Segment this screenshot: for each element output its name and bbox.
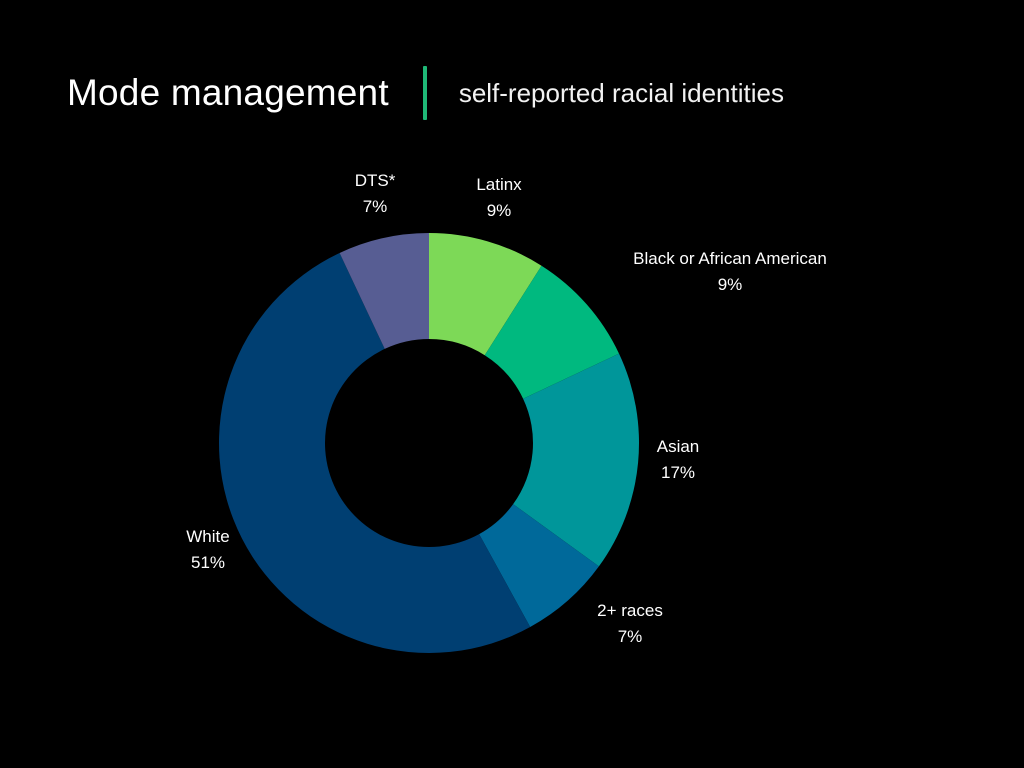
- slice-latinx: [429, 233, 542, 356]
- slice-label-value: 9%: [487, 201, 512, 220]
- slice-label: 2+ races 7%: [597, 601, 663, 646]
- slice-white: [219, 252, 531, 653]
- slice-label-value: 17%: [661, 463, 695, 482]
- slice-label: DTS* 7%: [355, 171, 396, 216]
- slide-title: Mode management: [67, 72, 389, 113]
- slide-subtitle: self-reported racial identities: [458, 77, 784, 108]
- slice-label-value: 7%: [363, 197, 388, 216]
- slice-label: Asian 17%: [657, 437, 700, 482]
- slice-labels: Latinx 9% Black or African American 9% Asian…: [186, 171, 827, 646]
- slice-label-value: 7%: [618, 627, 643, 646]
- slice-label-value: 9%: [718, 275, 743, 294]
- slice-label-name: Latinx: [476, 175, 522, 194]
- slice-label-value: 51%: [191, 553, 225, 572]
- slice-label: White 51%: [186, 527, 229, 572]
- slice-label-name: White: [186, 527, 229, 546]
- slice-label: Latinx 9%: [476, 175, 522, 220]
- slice-label-name: 2+ races: [597, 601, 663, 620]
- slice-label-name: Asian: [657, 437, 700, 456]
- slide-header: Mode management self-reported racial ide…: [67, 66, 784, 120]
- slice-black-or-african-american: [484, 265, 620, 399]
- slice-label-name: Black or African American: [633, 249, 827, 268]
- slice-label-name: DTS*: [355, 171, 396, 190]
- slice-dts: [339, 233, 429, 349]
- donut-slices: [219, 233, 639, 653]
- title-divider: [422, 66, 427, 120]
- slice-label: Black or African American 9%: [633, 249, 827, 294]
- slice-2-races: [479, 504, 599, 628]
- slice-asian: [513, 353, 639, 567]
